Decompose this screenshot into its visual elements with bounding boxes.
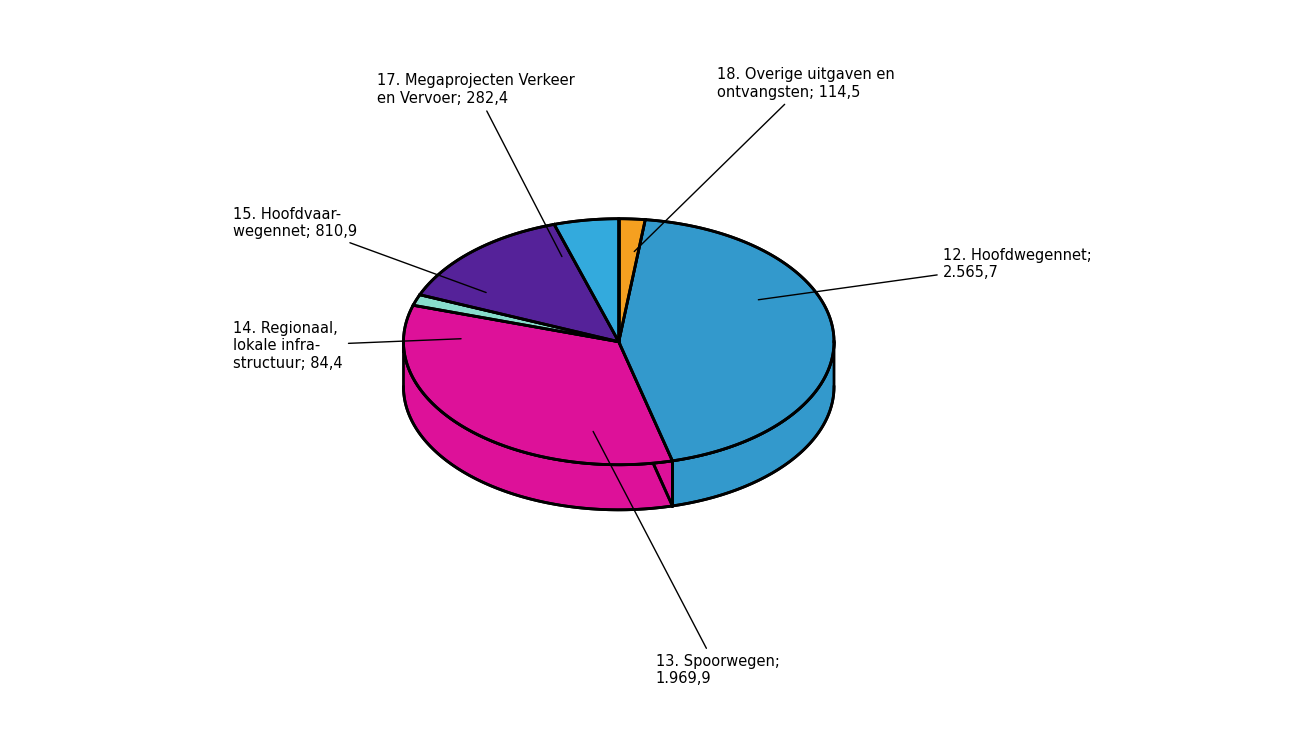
Polygon shape — [404, 342, 673, 510]
Text: 14. Regionaal,
lokale infra-
structuur; 84,4: 14. Regionaal, lokale infra- structuur; … — [234, 321, 461, 371]
Polygon shape — [618, 219, 646, 341]
Polygon shape — [555, 219, 618, 341]
Polygon shape — [413, 295, 618, 341]
Text: 15. Hoofdvaar-
wegennet; 810,9: 15. Hoofdvaar- wegennet; 810,9 — [234, 207, 486, 293]
Polygon shape — [404, 306, 673, 465]
Text: 17. Megaprojecten Verkeer
en Vervoer; 282,4: 17. Megaprojecten Verkeer en Vervoer; 28… — [377, 73, 574, 256]
Polygon shape — [420, 224, 618, 341]
Text: 13. Spoorwegen;
1.969,9: 13. Spoorwegen; 1.969,9 — [594, 432, 779, 686]
Polygon shape — [618, 220, 834, 461]
Text: 18. Overige uitgaven en
ontvangsten; 114,5: 18. Overige uitgaven en ontvangsten; 114… — [634, 67, 895, 252]
Text: 12. Hoofdwegennet;
2.565,7: 12. Hoofdwegennet; 2.565,7 — [759, 247, 1091, 300]
Polygon shape — [673, 342, 834, 506]
